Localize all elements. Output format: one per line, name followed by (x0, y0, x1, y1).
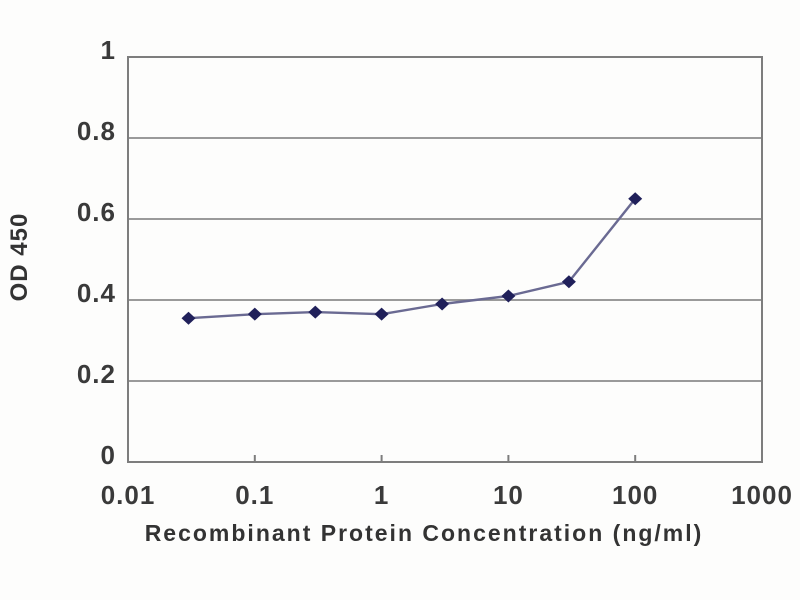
y-axis-title: OD 450 (6, 213, 33, 302)
plot-border (127, 56, 763, 463)
y-tick-label: 0.2 (77, 359, 116, 389)
x-tick-label: 10 (493, 480, 524, 510)
x-tick-label: 100 (612, 480, 658, 510)
x-axis-title: Recombinant Protein Concentration (ng/ml… (145, 520, 704, 546)
data-series (181, 192, 643, 325)
x-tick-label: 1000 (731, 480, 793, 510)
gridlines (128, 137, 762, 382)
data-point-marker (628, 192, 643, 206)
y-tick-label: 1 (101, 35, 116, 65)
data-point-marker (374, 307, 389, 321)
tick-labels: 0 0.2 0.4 0.6 0.8 1 0.01 0.1 1 10 100 1000 (77, 35, 793, 510)
y-tick-label: 0.4 (77, 278, 116, 308)
x-tick-label: 0.01 (101, 480, 156, 510)
data-point-marker (561, 275, 576, 289)
y-tick-label: 0.8 (77, 116, 116, 146)
y-tick-label: 0 (101, 440, 116, 470)
data-point-marker (501, 289, 516, 303)
data-point-marker (181, 311, 196, 325)
x-tick-label: 1 (374, 480, 389, 510)
y-tick-label: 0.6 (77, 197, 116, 227)
data-point-marker (435, 297, 450, 311)
x-tick-label: 0.1 (235, 480, 274, 510)
axis-ticks (253, 455, 637, 462)
series-line (188, 198, 637, 320)
data-point-marker (308, 305, 323, 319)
plot-frame (127, 56, 763, 463)
data-point-marker (247, 307, 262, 321)
